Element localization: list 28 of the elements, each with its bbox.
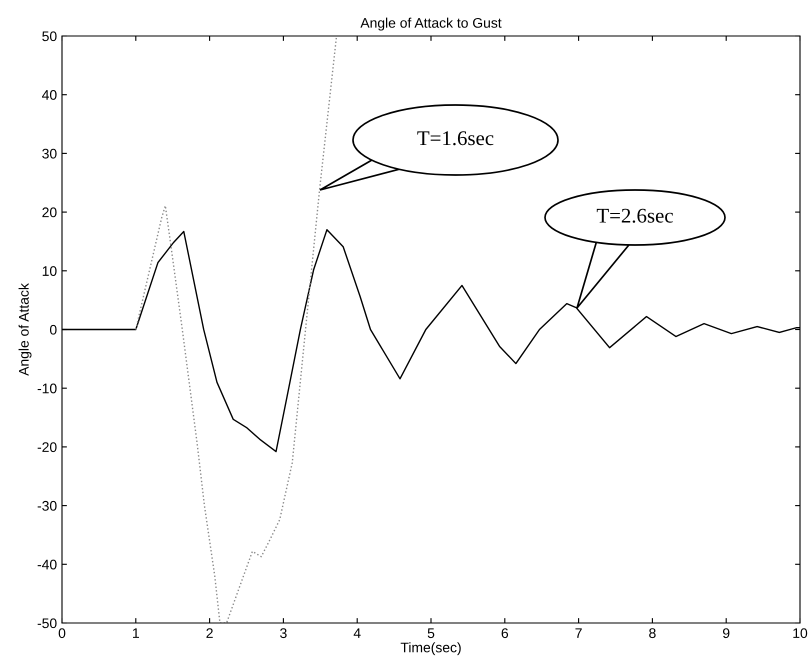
y-tick-label: 20: [42, 207, 57, 218]
x-tick-label: 0: [58, 628, 66, 638]
annotation: T=1.6sec: [417, 131, 494, 146]
x-tick-label: 1: [132, 628, 139, 638]
y-tick-label: -10: [38, 384, 57, 394]
x-axis-title: Time(sec): [400, 642, 461, 656]
x-tick-label: 5: [428, 628, 434, 638]
y-tick-label: 0: [50, 324, 57, 335]
y-tick-label: 50: [42, 31, 57, 42]
y-tick-label: -50: [38, 618, 57, 628]
y-tick-label: 10: [42, 266, 57, 276]
x-tick-label: 3: [280, 628, 287, 638]
x-tick-label: 2: [206, 628, 213, 638]
y-tick-label: -30: [38, 500, 57, 511]
y-tick-label: 30: [42, 148, 57, 159]
line-series: [135, 36, 338, 623]
annotation: T=2.6sec: [596, 208, 673, 223]
y-tick-label: 40: [42, 90, 57, 100]
x-tick-label: 9: [722, 628, 730, 638]
chart-title: Angle of Attack to Gust: [360, 18, 502, 31]
x-tick-label: 6: [502, 628, 508, 638]
x-tick-label: 4: [354, 628, 361, 638]
x-tick-label: 10: [793, 628, 808, 638]
y-axis-title: Angle of Attack: [18, 283, 32, 376]
y-tick-label: -40: [38, 560, 57, 570]
y-tick-label: -20: [38, 442, 57, 452]
x-tick-label: 8: [649, 628, 656, 638]
x-tick-label: 7: [575, 628, 582, 638]
